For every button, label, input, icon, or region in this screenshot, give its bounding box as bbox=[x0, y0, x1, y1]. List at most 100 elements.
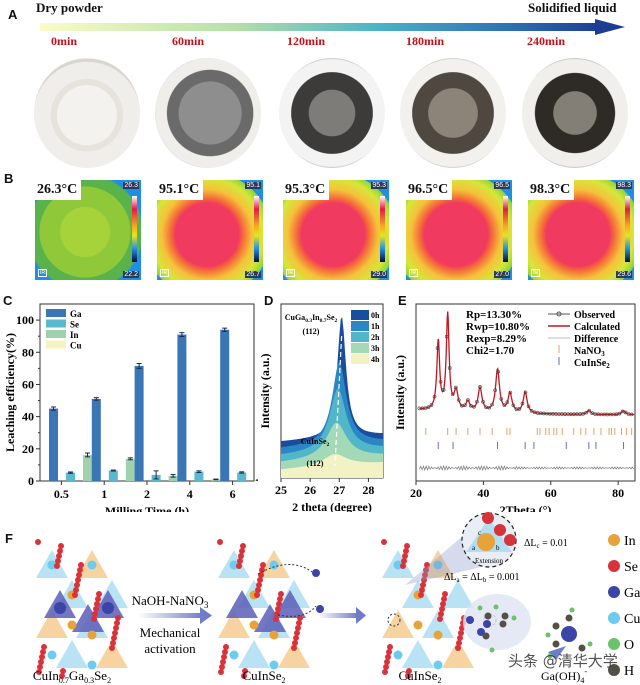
atom-se bbox=[441, 596, 447, 602]
atom-se bbox=[457, 635, 463, 641]
atom-se bbox=[239, 548, 245, 554]
bar-ga bbox=[49, 408, 58, 481]
dry-powder-label: Dry powder bbox=[36, 0, 103, 15]
atom-se bbox=[92, 611, 98, 617]
atom-se bbox=[115, 615, 121, 621]
colorbar bbox=[132, 196, 137, 262]
observed-point bbox=[502, 403, 507, 408]
legend-label: 1h bbox=[371, 322, 380, 331]
small-arrow-icon bbox=[548, 646, 566, 660]
crystal-cuinse2-intermediate bbox=[217, 539, 310, 679]
observed-point bbox=[587, 408, 591, 413]
atom-se bbox=[297, 615, 303, 621]
atom-cu bbox=[229, 560, 239, 570]
colorbar-max: 95.1 bbox=[245, 182, 261, 189]
tetrahedron bbox=[422, 610, 454, 638]
colorbar bbox=[254, 196, 259, 262]
time-label-3: 180min bbox=[405, 34, 445, 48]
observed-point bbox=[505, 400, 510, 404]
observed-point bbox=[487, 405, 491, 410]
bar-ga bbox=[220, 329, 230, 481]
legend-label: 2h bbox=[371, 333, 380, 342]
atom-se bbox=[238, 553, 244, 559]
formula-label-2: CuInSe2 bbox=[243, 668, 286, 685]
gaoh4-o-atom bbox=[547, 653, 553, 659]
legend-label-o: O bbox=[624, 638, 634, 653]
gaoh4-o-atom bbox=[545, 632, 551, 638]
atom-se bbox=[59, 673, 65, 679]
observed-point bbox=[617, 411, 622, 416]
atom-se bbox=[401, 558, 407, 564]
mechanical-label: Mechanical bbox=[140, 625, 201, 640]
observed-point bbox=[520, 401, 525, 406]
colorbar-min: 26.7 bbox=[245, 271, 261, 278]
bar-ga bbox=[134, 365, 144, 481]
atom-se bbox=[72, 592, 78, 598]
legend-label-cu: Cu bbox=[624, 612, 640, 627]
observed-point bbox=[499, 397, 504, 401]
cluster-atom-o bbox=[511, 615, 517, 621]
atom-se bbox=[240, 543, 246, 549]
atom-se bbox=[406, 668, 412, 674]
atom-in bbox=[67, 620, 77, 630]
formula-label-3: CuInSe2 bbox=[399, 668, 442, 685]
cluster-atom-h bbox=[482, 632, 490, 640]
atom-se bbox=[439, 606, 445, 612]
legend-swatch-4h bbox=[351, 354, 369, 364]
atom-cu bbox=[87, 660, 97, 670]
legend-observed-marker bbox=[556, 311, 562, 317]
atom-se bbox=[400, 563, 406, 569]
x-tick-label: 80 bbox=[612, 486, 624, 500]
panel-c-letter: C bbox=[3, 293, 13, 308]
atom-se bbox=[442, 591, 448, 597]
temperature-label: 96.5°C bbox=[406, 180, 453, 200]
ga-escape-path bbox=[257, 564, 313, 575]
observed-point bbox=[629, 412, 634, 417]
atom-se bbox=[111, 635, 117, 641]
cluster-atom-ga bbox=[483, 620, 491, 628]
atom-se bbox=[255, 587, 261, 593]
colorbar-min: 29.6 bbox=[616, 271, 632, 278]
activation-label: activation bbox=[144, 641, 196, 656]
panel-b-letter: B bbox=[4, 171, 14, 186]
legend-label-ga: Ga bbox=[624, 586, 640, 601]
atom-se bbox=[273, 616, 279, 622]
legend-swatch-in bbox=[46, 330, 66, 338]
observed-point bbox=[472, 404, 476, 409]
gaoh4-h-atom bbox=[552, 640, 560, 648]
atom-se bbox=[420, 582, 426, 588]
atom-se bbox=[294, 630, 300, 636]
ir-badge: IR bbox=[409, 269, 418, 277]
atom-se bbox=[222, 649, 228, 655]
panel-d-letter: D bbox=[264, 293, 274, 308]
colorbar bbox=[625, 196, 630, 262]
observed-point bbox=[444, 334, 449, 339]
x-tick-label: 27 bbox=[333, 483, 345, 497]
y-tick-label: 0 bbox=[28, 474, 34, 488]
atom-se bbox=[405, 673, 411, 679]
jar-photo-240min bbox=[522, 58, 628, 168]
atom-se bbox=[221, 654, 227, 660]
panel-f-letter: F bbox=[5, 531, 13, 546]
atom-se bbox=[36, 669, 42, 675]
atom-se bbox=[114, 620, 120, 626]
colorbar bbox=[503, 196, 508, 262]
zoom-in-atom bbox=[477, 533, 495, 551]
legend-dot-o bbox=[608, 638, 620, 650]
thermal-image-1: 95.1°C 95.1 26.7 IR bbox=[157, 180, 263, 280]
y-tick-label: 40 bbox=[22, 410, 34, 424]
ga-tetrahedron bbox=[226, 590, 258, 618]
bar-in bbox=[168, 475, 178, 481]
time-label-0: 0min bbox=[50, 34, 78, 48]
panel-a-letter: A bbox=[8, 7, 18, 22]
atom-se bbox=[292, 640, 298, 646]
x-tick-label: 26 bbox=[304, 483, 316, 497]
tetrahedron bbox=[238, 640, 270, 668]
observed-point bbox=[466, 398, 470, 402]
atom-se bbox=[37, 664, 43, 670]
ga-atom-leaving bbox=[316, 605, 324, 613]
gaoh4-o-atom bbox=[587, 641, 593, 647]
atom-se bbox=[403, 548, 409, 554]
vacancy-circle bbox=[387, 613, 401, 627]
